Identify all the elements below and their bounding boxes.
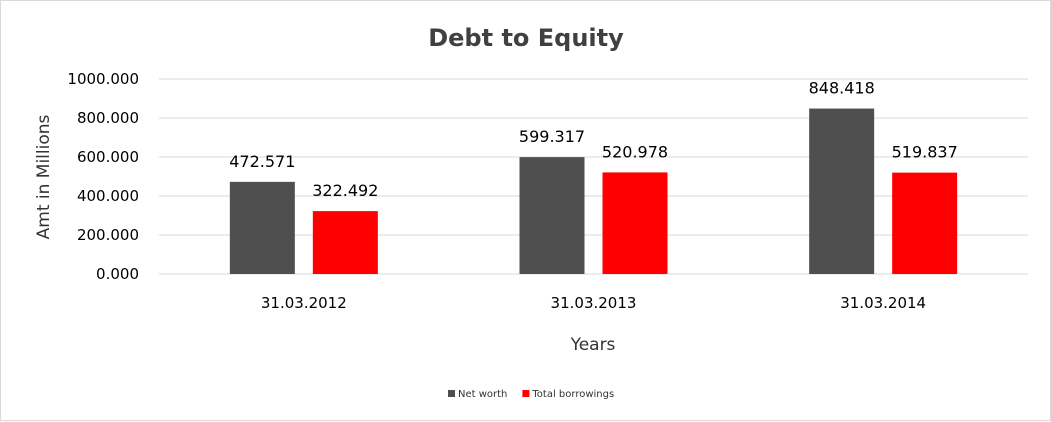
x-axis-title: Years — [570, 335, 616, 355]
chart-title: Debt to Equity — [428, 24, 624, 52]
x-category-label: 31.03.2013 — [551, 294, 637, 312]
bars — [229, 108, 958, 274]
data-label: 599.317 — [519, 127, 585, 146]
y-tick-label: 200.000 — [77, 226, 139, 244]
gridlines — [159, 78, 1028, 275]
y-tick-label: 1000.000 — [67, 70, 139, 88]
y-tick-label: 800.000 — [77, 109, 139, 127]
y-tick-label: 600.000 — [77, 148, 139, 166]
y-tick-label: 0.000 — [96, 265, 139, 283]
bar-total-borrowings-31.03.2012 — [312, 211, 378, 274]
legend: Net worth Total borrowings — [448, 389, 614, 400]
data-label: 519.837 — [892, 143, 958, 162]
y-axis-ticks: 0.000 200.000 400.000 600.000 800.000 1000.00… — [67, 70, 139, 283]
x-axis-categories: 31.03.2012 31.03.2013 31.03.2014 — [261, 294, 926, 312]
x-category-label: 31.03.2012 — [261, 294, 347, 312]
bar-net-worth-31.03.2014 — [809, 108, 875, 274]
bar-total-borrowings-31.03.2013 — [602, 172, 668, 274]
bar-net-worth-31.03.2012 — [229, 181, 295, 274]
y-tick-label: 400.000 — [77, 187, 139, 205]
bar-total-borrowings-31.03.2014 — [892, 172, 958, 274]
data-label: 848.418 — [809, 79, 875, 98]
bar-net-worth-31.03.2013 — [519, 157, 585, 274]
data-label: 322.492 — [312, 181, 378, 200]
data-label: 520.978 — [602, 142, 668, 161]
legend-swatch — [448, 390, 455, 397]
legend-swatch — [522, 390, 530, 397]
data-label: 472.571 — [229, 152, 295, 171]
legend-label: Total borrowings — [531, 389, 614, 400]
legend-label: Net worth — [458, 389, 507, 400]
y-axis-title: Amt in Millions — [34, 114, 54, 239]
data-labels: 472.571 322.492 599.317 520.978 848.418 519.8… — [229, 79, 958, 201]
x-category-label: 31.03.2014 — [840, 294, 926, 312]
